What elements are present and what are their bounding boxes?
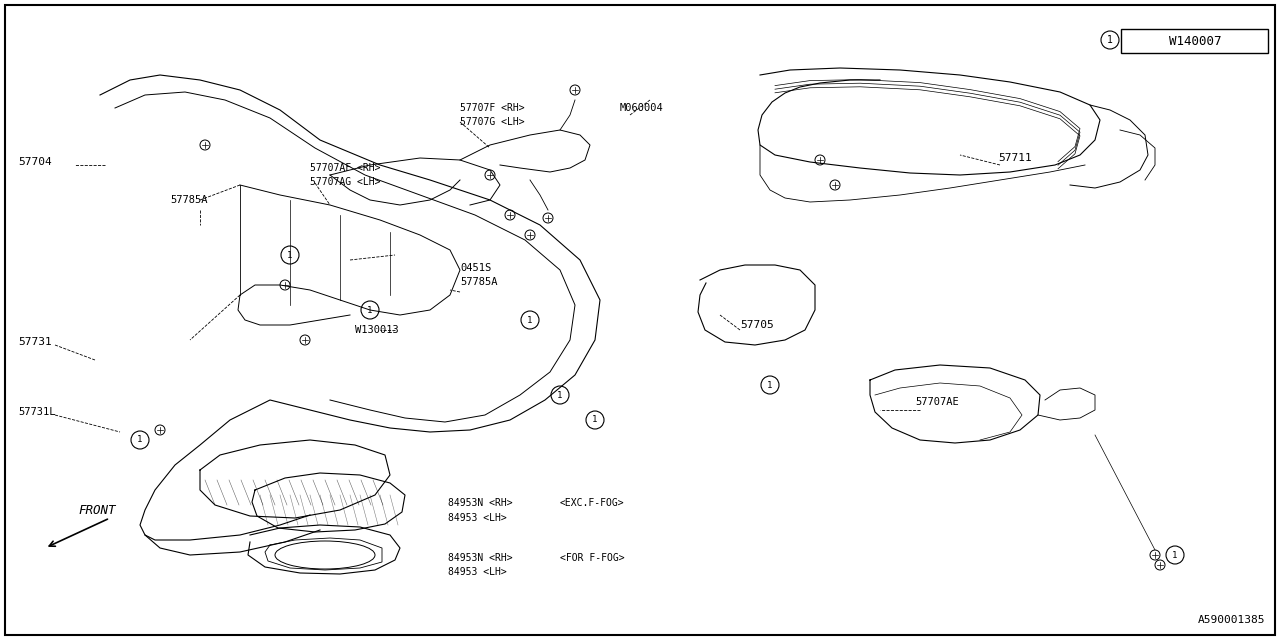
Text: 84953N <RH>: 84953N <RH>	[448, 553, 512, 563]
Text: FRONT: FRONT	[78, 504, 115, 516]
Text: 57707F <RH>: 57707F <RH>	[460, 103, 525, 113]
Text: 57731L: 57731L	[18, 407, 55, 417]
Text: 1: 1	[527, 316, 532, 324]
Text: A590001385: A590001385	[1198, 615, 1265, 625]
Text: 1: 1	[557, 390, 563, 399]
Text: 57707AE: 57707AE	[915, 397, 959, 407]
Text: 0451S: 0451S	[460, 263, 492, 273]
FancyBboxPatch shape	[1121, 29, 1268, 53]
Text: 84953 <LH>: 84953 <LH>	[448, 567, 507, 577]
Text: W130013: W130013	[355, 325, 399, 335]
Text: 57785A: 57785A	[170, 195, 207, 205]
Text: 57711: 57711	[998, 153, 1032, 163]
Text: W140007: W140007	[1169, 35, 1221, 47]
Text: <EXC.F-FOG>: <EXC.F-FOG>	[561, 498, 625, 508]
Text: 1: 1	[767, 381, 773, 390]
Text: 1: 1	[1107, 35, 1112, 45]
Text: 57704: 57704	[18, 157, 51, 167]
Text: 1: 1	[593, 415, 598, 424]
Text: M060004: M060004	[620, 103, 664, 113]
Text: 57731: 57731	[18, 337, 51, 347]
Text: 57707AF <RH>: 57707AF <RH>	[310, 163, 380, 173]
Text: 57785A: 57785A	[460, 277, 498, 287]
Text: 1: 1	[1172, 550, 1178, 559]
Text: 1: 1	[287, 250, 293, 259]
Text: 1: 1	[367, 305, 372, 314]
Text: 57705: 57705	[740, 320, 773, 330]
Text: 57707AG <LH>: 57707AG <LH>	[310, 177, 380, 187]
Text: 57707G <LH>: 57707G <LH>	[460, 117, 525, 127]
Text: 84953N <RH>: 84953N <RH>	[448, 498, 512, 508]
Text: 1: 1	[137, 435, 142, 445]
Text: <FOR F-FOG>: <FOR F-FOG>	[561, 553, 625, 563]
Text: 84953 <LH>: 84953 <LH>	[448, 513, 507, 523]
